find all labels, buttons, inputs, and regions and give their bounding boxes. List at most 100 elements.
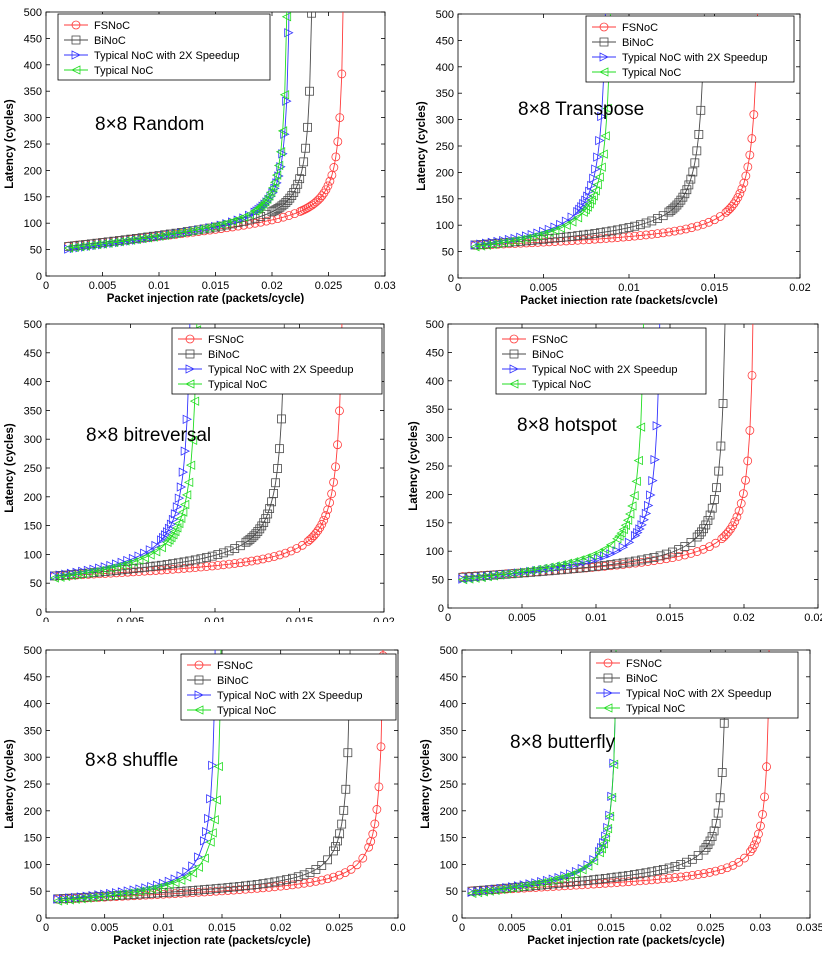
data-point [573, 231, 583, 241]
data-point [276, 876, 286, 886]
y-tick-label: 350 [436, 88, 454, 100]
data-point [716, 441, 726, 451]
data-point [577, 864, 588, 874]
data-point [323, 874, 333, 884]
data-point [653, 866, 662, 876]
data-point [686, 549, 696, 558]
data-point [181, 490, 192, 500]
data-point [612, 872, 622, 882]
y-tick-label: 150 [436, 194, 454, 206]
data-point [208, 760, 218, 770]
y-tick-label: 350 [426, 404, 444, 416]
data-point [595, 874, 604, 884]
data-point [273, 160, 284, 171]
data-point [247, 556, 257, 566]
legend-label: Typical NoC with 2X Speedup [208, 364, 354, 376]
data-point [588, 191, 598, 201]
data-point [145, 550, 155, 560]
data-point [187, 868, 198, 878]
data-point [128, 557, 138, 567]
data-point [587, 562, 597, 572]
data-point [668, 547, 677, 557]
legend-marker [71, 50, 81, 60]
data-point [712, 483, 721, 493]
legend-box [57, 13, 271, 81]
data-point [162, 527, 173, 537]
data-point [538, 229, 548, 239]
data-point [608, 759, 619, 769]
y-tick-label: 300 [24, 434, 42, 446]
data-point [182, 414, 193, 424]
data-point [329, 846, 338, 856]
data-point [577, 202, 587, 212]
x-tick-label: 0.02 [270, 922, 291, 934]
data-point [100, 562, 111, 572]
data-point [618, 524, 628, 535]
data-point [562, 558, 573, 568]
data-point [538, 565, 548, 575]
data-point [618, 542, 629, 552]
data-point [241, 557, 251, 567]
data-point [244, 209, 254, 220]
y-tick-label: 0 [36, 271, 42, 283]
data-point [704, 217, 714, 227]
chart-title: 8×8 Random [95, 114, 204, 135]
y-tick-label: 200 [24, 165, 42, 177]
data-point [743, 456, 753, 466]
data-point [63, 243, 73, 253]
data-point [172, 502, 183, 512]
legend-marker [194, 675, 204, 685]
data-point [736, 499, 746, 508]
data-point [604, 811, 615, 822]
data-point [635, 422, 646, 432]
y-tick-label: 350 [24, 405, 42, 417]
data-point [458, 574, 468, 584]
data-point [206, 794, 216, 804]
data-point [639, 515, 649, 525]
y-tick-label: 150 [440, 833, 458, 845]
data-point [629, 870, 639, 880]
legend-marker [599, 22, 609, 32]
data-point [599, 544, 610, 554]
data-point [565, 870, 575, 880]
data-point [600, 551, 610, 561]
data-point [635, 231, 645, 240]
data-point [319, 515, 329, 525]
x-tick-label: 0.015 [202, 280, 230, 292]
legend-label: FSNoC [622, 22, 658, 34]
data-point [244, 210, 255, 221]
data-point [327, 489, 337, 499]
data-point [600, 832, 611, 842]
y-tick-label: 50 [30, 578, 42, 590]
data-point [703, 516, 713, 525]
data-point [277, 126, 288, 136]
data-point [650, 454, 660, 465]
data-point [162, 537, 172, 547]
data-point [261, 514, 271, 524]
data-point [635, 876, 645, 886]
y-tick-label: 100 [440, 859, 458, 871]
data-point [578, 230, 588, 240]
data-point [737, 184, 747, 194]
data-point [185, 460, 196, 470]
data-point [230, 544, 240, 553]
data-point [256, 201, 266, 211]
y-axis-label: Latency (cycles) [4, 739, 16, 829]
data-point [228, 217, 238, 227]
data-point [693, 870, 703, 879]
data-point [578, 207, 588, 217]
data-point [151, 540, 161, 551]
data-point [209, 815, 219, 825]
data-point [258, 879, 268, 889]
data-point [596, 162, 606, 172]
data-point [313, 526, 323, 536]
legend: FSNoC BiNoC Typical NoC with 2X Speedup Typ… [180, 653, 397, 721]
data-point [593, 152, 603, 162]
legend-label: BiNoC [626, 673, 658, 685]
data-point [303, 122, 312, 132]
y-tick-label: 500 [24, 645, 42, 657]
y-tick-label: 250 [24, 779, 42, 791]
data-point [587, 180, 597, 191]
legend-marker [194, 690, 204, 700]
y-axis-label: Latency (cycles) [416, 101, 428, 191]
